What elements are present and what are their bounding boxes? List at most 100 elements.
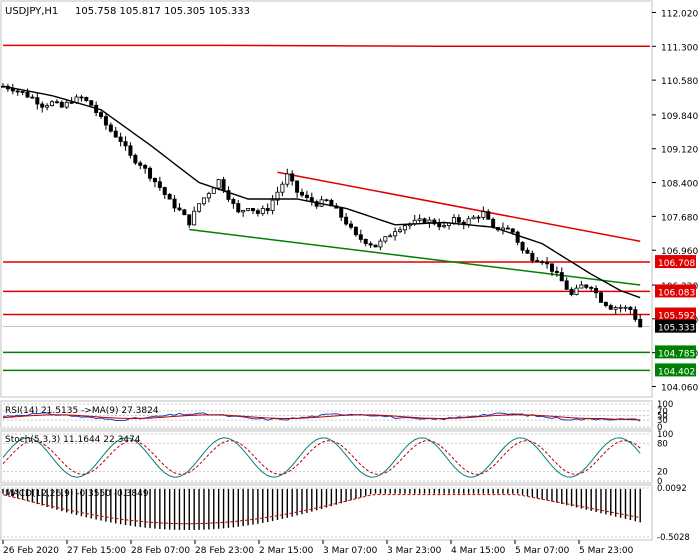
candle [128, 142, 133, 159]
bear-candle-body [30, 96, 35, 99]
stoch-k-line [2, 437, 641, 478]
stoch-label: Stoch(5,3,3) 11.1644 22.3474 [5, 435, 141, 445]
candle [192, 206, 197, 226]
candle [594, 285, 599, 299]
candle [182, 208, 187, 216]
candle [427, 216, 432, 228]
rsi-tick-label: 50 [657, 412, 668, 422]
candle [603, 301, 608, 308]
bear-candle-body [638, 319, 643, 328]
bear-candle-body [368, 243, 373, 246]
candle [59, 100, 64, 108]
bear-candle-body [456, 217, 461, 223]
bull-candle-body [378, 240, 383, 248]
bear-candle-body [515, 231, 520, 243]
rsi-layer [2, 403, 650, 428]
stoch-panel-frame [0, 430, 653, 484]
candle [623, 305, 628, 312]
candle [206, 191, 211, 203]
candle [177, 203, 182, 212]
bear-candle-body [603, 301, 608, 306]
bear-candle-body [525, 249, 530, 254]
bear-candle-body [118, 136, 123, 142]
bear-candle-body [133, 154, 138, 164]
bull-candle-body [613, 307, 618, 310]
time-tick-label: 28 Feb 23:00 [195, 546, 254, 556]
candle [368, 241, 373, 248]
candle [437, 218, 442, 231]
bull-candle-body [451, 217, 456, 224]
candle [103, 114, 108, 130]
bear-candle-body [89, 100, 94, 106]
bear-candle-body [143, 164, 148, 169]
price-tick-label: 112.020 [661, 9, 698, 19]
time-tick-label: 28 Feb 07:00 [131, 546, 190, 556]
bull-candle-body [427, 219, 432, 223]
bear-candle-body [40, 103, 45, 108]
candle [79, 94, 84, 102]
candle [339, 207, 344, 221]
bear-candle-body [564, 280, 569, 290]
rsi-tick-label: 30 [657, 416, 668, 426]
bear-candle-body [432, 219, 437, 225]
candle [118, 132, 123, 147]
candle [280, 181, 285, 197]
symbol-label: USDJPY,H1 [5, 6, 58, 17]
descending-trendline-red [277, 171, 641, 243]
candle [417, 214, 422, 223]
bear-candle-body [358, 234, 363, 240]
candle [398, 226, 403, 234]
main-price-layer [0, 44, 650, 372]
bear-candle-body [231, 199, 236, 204]
bear-candle-body [349, 223, 354, 228]
macd-label: MACD(12,26,9) -0.3550 -0.3849 [5, 489, 149, 499]
bull-candle-body [442, 225, 447, 228]
bear-candle-body [148, 167, 153, 179]
candle [99, 110, 104, 120]
bear-candle-body [530, 252, 535, 261]
bear-candle-body [25, 91, 30, 98]
bear-candle-body [628, 306, 633, 311]
bear-candle-body [314, 201, 319, 207]
bull-candle-body [45, 105, 50, 108]
candle [295, 180, 300, 198]
candle [25, 88, 30, 99]
stoch-tick-label: 20 [657, 468, 668, 478]
bull-candle-body [64, 101, 69, 108]
bear-candle-body [187, 214, 192, 226]
candle [123, 136, 128, 151]
candle [187, 214, 192, 228]
candle [574, 284, 579, 296]
bear-candle-body [113, 130, 118, 138]
bull-candle-body [270, 199, 275, 211]
stoch-d-line [2, 440, 641, 475]
candle [167, 192, 172, 200]
bull-candle-body [383, 236, 388, 242]
support-104.402-label-box [655, 363, 696, 377]
bear-candle-body [54, 101, 59, 104]
candle [388, 233, 393, 238]
bear-candle-body [520, 241, 525, 251]
candle [226, 186, 231, 202]
bull-candle-body [623, 306, 628, 309]
current-price-label: 105.333 [658, 324, 695, 334]
bear-candle-body [69, 101, 74, 104]
candle [314, 199, 319, 209]
bull-candle-body [618, 306, 623, 309]
bear-candle-body [545, 262, 550, 265]
price-tick-label: 107.680 [661, 213, 698, 223]
bear-candle-body [157, 181, 162, 188]
candle [10, 83, 15, 95]
candle [270, 195, 275, 215]
candle [138, 160, 143, 170]
candle [353, 226, 358, 237]
candle [554, 266, 559, 277]
candle [505, 225, 510, 230]
support-104.785-label-box [655, 345, 696, 359]
candle [393, 227, 398, 241]
bear-candle-body [569, 288, 574, 295]
candle [255, 208, 260, 217]
candle [84, 96, 89, 102]
candle [246, 208, 251, 212]
candle [319, 196, 324, 208]
